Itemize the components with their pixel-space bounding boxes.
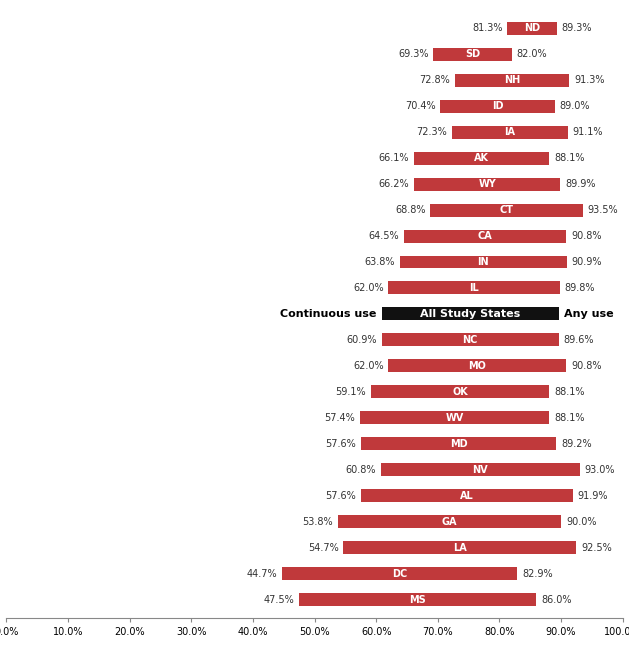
Text: All Study States: All Study States	[420, 309, 520, 319]
Text: 91.9%: 91.9%	[577, 491, 608, 501]
Text: 81.3%: 81.3%	[472, 23, 503, 33]
Text: 59.1%: 59.1%	[335, 387, 365, 397]
Bar	[382, 333, 559, 347]
Text: 90.0%: 90.0%	[566, 517, 596, 527]
Text: 88.1%: 88.1%	[554, 387, 585, 397]
Bar	[370, 385, 549, 398]
Bar	[452, 126, 568, 139]
Text: ID: ID	[492, 101, 503, 111]
Text: 82.0%: 82.0%	[516, 49, 547, 59]
Text: MO: MO	[469, 361, 486, 371]
Text: 57.6%: 57.6%	[326, 491, 357, 501]
Text: 89.2%: 89.2%	[561, 439, 592, 449]
Text: LA: LA	[453, 543, 467, 552]
Text: 62.0%: 62.0%	[353, 283, 384, 293]
Text: 57.4%: 57.4%	[325, 413, 355, 423]
Text: 66.2%: 66.2%	[379, 179, 409, 189]
Text: 60.8%: 60.8%	[346, 465, 376, 475]
Bar	[430, 204, 582, 216]
Text: CA: CA	[477, 231, 493, 241]
Text: 72.8%: 72.8%	[420, 75, 450, 85]
Text: 53.8%: 53.8%	[303, 517, 333, 527]
Text: 72.3%: 72.3%	[416, 127, 447, 137]
Text: DC: DC	[392, 568, 407, 578]
Text: 66.1%: 66.1%	[378, 153, 409, 163]
Text: MS: MS	[409, 595, 426, 605]
Text: 91.1%: 91.1%	[573, 127, 603, 137]
Text: CT: CT	[499, 205, 513, 215]
Bar	[508, 21, 557, 35]
Text: 57.6%: 57.6%	[326, 439, 357, 449]
Text: NC: NC	[462, 335, 478, 345]
Text: GA: GA	[442, 517, 457, 527]
Bar	[382, 307, 559, 321]
Text: 54.7%: 54.7%	[308, 543, 338, 552]
Bar	[282, 567, 517, 580]
Text: NH: NH	[504, 75, 520, 85]
Bar	[399, 256, 567, 269]
Text: 91.3%: 91.3%	[574, 75, 604, 85]
Text: 86.0%: 86.0%	[542, 595, 572, 605]
Text: WV: WV	[445, 413, 464, 423]
Text: 89.9%: 89.9%	[565, 179, 596, 189]
Text: 82.9%: 82.9%	[522, 568, 553, 578]
Bar	[389, 281, 560, 295]
Text: Any use: Any use	[564, 309, 613, 319]
Text: ND: ND	[524, 23, 540, 33]
Text: SD: SD	[465, 49, 480, 59]
Bar	[404, 230, 566, 242]
Text: 64.5%: 64.5%	[369, 231, 399, 241]
Text: 60.9%: 60.9%	[346, 335, 377, 345]
Text: IN: IN	[477, 257, 489, 267]
Bar	[299, 593, 537, 607]
Text: 93.5%: 93.5%	[587, 205, 618, 215]
Bar	[433, 47, 512, 61]
Text: 88.1%: 88.1%	[554, 153, 585, 163]
Bar	[361, 438, 556, 450]
Bar	[338, 515, 561, 528]
Text: 70.4%: 70.4%	[404, 101, 435, 111]
Text: Continuous use: Continuous use	[281, 309, 377, 319]
Text: OK: OK	[452, 387, 468, 397]
Text: AL: AL	[460, 491, 474, 501]
Text: 92.5%: 92.5%	[581, 543, 612, 552]
Text: NV: NV	[472, 465, 488, 475]
Text: 90.8%: 90.8%	[571, 361, 601, 371]
Text: 44.7%: 44.7%	[247, 568, 277, 578]
Text: 90.9%: 90.9%	[572, 257, 602, 267]
Text: 93.0%: 93.0%	[584, 465, 615, 475]
Bar	[414, 152, 549, 164]
Text: 88.1%: 88.1%	[554, 413, 585, 423]
Text: 62.0%: 62.0%	[353, 361, 384, 371]
Text: 68.8%: 68.8%	[395, 205, 425, 215]
Text: WY: WY	[479, 179, 496, 189]
Text: IA: IA	[504, 127, 515, 137]
Text: 63.8%: 63.8%	[364, 257, 394, 267]
Bar	[360, 411, 549, 424]
Text: 89.3%: 89.3%	[562, 23, 592, 33]
Bar	[389, 359, 566, 373]
Bar	[381, 464, 579, 476]
Bar	[361, 489, 573, 502]
Text: 89.8%: 89.8%	[565, 283, 595, 293]
Text: 89.0%: 89.0%	[560, 101, 591, 111]
Text: 89.6%: 89.6%	[564, 335, 594, 345]
Bar	[455, 73, 569, 87]
Bar	[343, 541, 577, 554]
Text: 47.5%: 47.5%	[264, 595, 294, 605]
Text: 69.3%: 69.3%	[398, 49, 428, 59]
Text: IL: IL	[469, 283, 479, 293]
Bar	[415, 178, 560, 190]
Text: MD: MD	[450, 439, 467, 449]
Text: 90.8%: 90.8%	[571, 231, 601, 241]
Bar	[440, 100, 555, 113]
Text: AK: AK	[474, 153, 489, 163]
